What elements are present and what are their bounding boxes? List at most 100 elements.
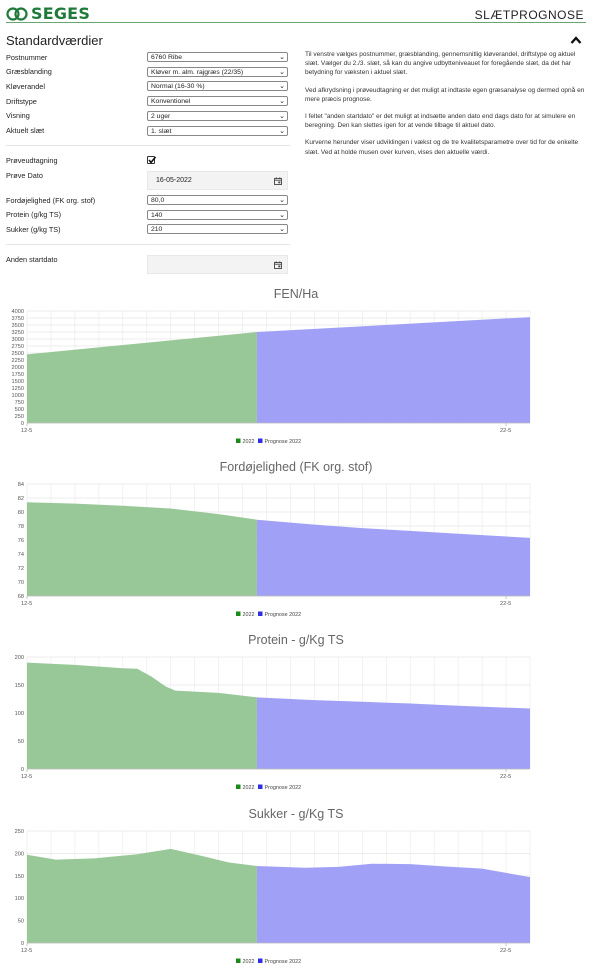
legend-swatch bbox=[258, 438, 263, 443]
field-label: Sukker (g/kg TS) bbox=[6, 224, 61, 234]
field-label: Protein (g/kg TS) bbox=[6, 210, 62, 219]
sukker-chart[interactable]: 0 50 100 150 200 250 12-5 22-5 2022 Prognose 2022 bbox=[0, 823, 592, 973]
legend-swatch bbox=[236, 784, 241, 789]
series-area-prognose[interactable] bbox=[256, 317, 530, 423]
series-area-2022[interactable] bbox=[27, 332, 257, 423]
legend-swatch bbox=[258, 784, 263, 789]
legend-label[interactable]: Prognose 2022 bbox=[265, 439, 302, 445]
chevron-down-icon: ⌄ bbox=[279, 98, 285, 106]
field-label: Postnummer bbox=[6, 52, 48, 62]
anden-startdato-input[interactable] bbox=[147, 255, 288, 274]
calendar-icon[interactable] bbox=[274, 261, 282, 269]
y-tick-label: 200 bbox=[15, 655, 24, 661]
y-tick-label: 0 bbox=[21, 941, 24, 947]
field-label: Prøveudtagning bbox=[6, 155, 58, 165]
chart-title: Sukker - g/Kg TS bbox=[248, 807, 344, 821]
y-tick-label: 72 bbox=[18, 566, 24, 572]
proeve-dato-input[interactable]: 16-05-2022 bbox=[147, 171, 288, 190]
fen-chart[interactable]: 0250500750100012501500175020002250250027… bbox=[0, 303, 592, 453]
y-tick-label: 80 bbox=[18, 510, 24, 516]
info-paragraph: I feltet "anden startdato" er det muligt… bbox=[305, 113, 576, 130]
legend-label[interactable]: Prognose 2022 bbox=[265, 959, 302, 965]
chevron-down-icon: ⌄ bbox=[279, 127, 285, 135]
logo-text: SEGES bbox=[31, 4, 91, 23]
y-tick-label: 82 bbox=[18, 496, 24, 502]
sukker-select[interactable]: 210 ⌄ bbox=[147, 224, 288, 234]
field-anden-startdato: Anden startdato bbox=[6, 252, 290, 266]
driftstype-select[interactable]: Konventionel ⌄ bbox=[147, 96, 288, 107]
aktuelt-slaet-select[interactable]: 1. slæt ⌄ bbox=[147, 125, 288, 136]
y-tick-label: 250 bbox=[15, 414, 24, 420]
field-label: Anden startdato bbox=[6, 254, 58, 264]
series-area-prognose[interactable] bbox=[256, 519, 530, 596]
x-tick-label: 22-5 bbox=[500, 774, 511, 780]
field-kloverandel: Kløverandel Normal (16-30 %) ⌄ bbox=[6, 79, 290, 93]
chevron-down-icon: ⌄ bbox=[279, 197, 285, 204]
y-tick-label: 78 bbox=[18, 524, 24, 530]
date-value: 16-05-2022 bbox=[156, 177, 192, 184]
y-tick-label: 1750 bbox=[12, 372, 24, 378]
series-area-prognose[interactable] bbox=[256, 863, 530, 943]
y-tick-label: 3000 bbox=[12, 337, 24, 343]
graesblanding-select[interactable]: Kløver m. alm. rajgræs (22/35) ⌄ bbox=[147, 66, 288, 77]
field-label: Driftstype bbox=[6, 96, 37, 106]
y-tick-label: 76 bbox=[18, 538, 24, 544]
chevron-down-icon: ⌄ bbox=[279, 54, 285, 61]
y-tick-label: 500 bbox=[15, 407, 24, 413]
field-aktuelt-slaet: Aktuelt slæt 1. slæt ⌄ bbox=[6, 124, 290, 138]
seges-logo[interactable]: SEGES bbox=[6, 4, 90, 23]
field-driftstype: Driftstype Konventionel ⌄ bbox=[6, 94, 290, 108]
chevron-down-icon: ⌄ bbox=[279, 83, 285, 91]
series-area-prognose[interactable] bbox=[256, 697, 530, 769]
fordoejelighed-chart[interactable]: 68 70 72 74 76 78 80 82 84 12-5 22-5 2022 Prognose 2… bbox=[0, 476, 592, 626]
legend-label[interactable]: 2022 bbox=[243, 612, 255, 618]
legend-swatch bbox=[258, 958, 263, 963]
info-paragraph: Kurverne herunder viser udviklingen i væ… bbox=[305, 139, 579, 156]
calendar-icon[interactable] bbox=[274, 177, 282, 185]
postnummer-select[interactable]: 6760 Ribe ⌄ bbox=[147, 52, 288, 62]
series-area-2022[interactable] bbox=[27, 848, 257, 943]
fordoejelighed-select[interactable]: 80,0 ⌄ bbox=[147, 195, 288, 205]
x-tick-label: 12-5 bbox=[21, 948, 32, 954]
field-postnummer: Postnummer 6760 Ribe ⌄ bbox=[6, 50, 290, 64]
field-proeve-dato: Prøve Dato bbox=[6, 168, 290, 182]
legend-swatch bbox=[236, 438, 241, 443]
chevron-up-icon[interactable] bbox=[570, 35, 582, 45]
series-area-2022[interactable] bbox=[27, 502, 257, 596]
field-label: Fordøjelighed (FK org. stof) bbox=[6, 195, 96, 205]
y-tick-label: 1500 bbox=[12, 379, 24, 385]
legend-label[interactable]: 2022 bbox=[243, 439, 255, 445]
kloverandel-select[interactable]: Normal (16-30 %) ⌄ bbox=[147, 81, 288, 92]
field-graesblanding: Græsblanding Kløver m. alm. rajgræs (22/… bbox=[6, 65, 290, 79]
series-area-2022[interactable] bbox=[27, 662, 257, 769]
legend-label[interactable]: 2022 bbox=[243, 959, 255, 965]
y-tick-label: 3250 bbox=[12, 330, 24, 336]
proeveudtagning-checkbox[interactable] bbox=[147, 156, 157, 164]
x-tick-label: 12-5 bbox=[21, 428, 32, 434]
y-tick-label: 0 bbox=[21, 421, 24, 427]
field-label: Græsblanding bbox=[6, 67, 52, 77]
protein-chart[interactable]: 0 50 100 150 200 12-5 22-5 2022 Prognose 2022 bbox=[0, 649, 592, 799]
chart-title: Protein - g/Kg TS bbox=[248, 633, 344, 647]
chart-title: FEN/Ha bbox=[273, 287, 319, 301]
y-tick-label: 3500 bbox=[12, 323, 24, 329]
legend-swatch bbox=[258, 611, 263, 616]
chart-title: Fordøjelighed (FK org. stof) bbox=[219, 460, 373, 474]
y-tick-label: 3750 bbox=[12, 316, 24, 322]
visning-select[interactable]: 2 uger ⌄ bbox=[147, 110, 288, 121]
field-label: Visning bbox=[6, 111, 30, 121]
field-label: Kløverandel bbox=[6, 81, 45, 91]
app-title: SLÆTPROGNOSE bbox=[474, 8, 584, 22]
y-tick-label: 4000 bbox=[12, 309, 24, 315]
legend-label[interactable]: Prognose 2022 bbox=[265, 785, 302, 791]
seges-logo-icon bbox=[6, 6, 28, 21]
protein-select[interactable]: 140 ⌄ bbox=[147, 209, 288, 220]
app-header: SEGES SLÆTPROGNOSE bbox=[0, 0, 592, 26]
field-proeveudtagning: Prøveudtagning bbox=[6, 153, 290, 167]
legend-label[interactable]: 2022 bbox=[243, 785, 255, 791]
field-fordoejelighed: Fordøjelighed (FK org. stof) 80,0 ⌄ bbox=[6, 193, 290, 207]
legend-label[interactable]: Prognose 2022 bbox=[265, 612, 302, 618]
form-divider bbox=[6, 244, 290, 245]
field-visning: Visning 2 uger ⌄ bbox=[6, 109, 290, 123]
y-tick-label: 150 bbox=[15, 683, 24, 689]
